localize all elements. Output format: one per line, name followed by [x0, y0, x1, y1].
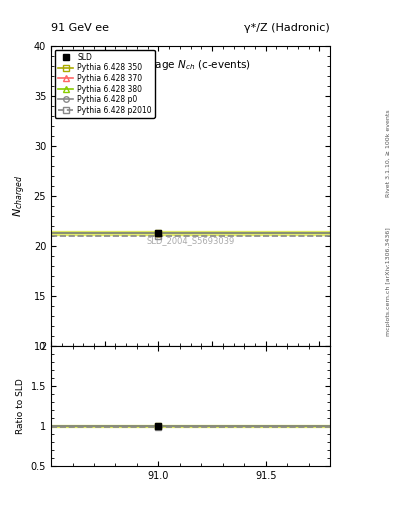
- Text: 91 GeV ee: 91 GeV ee: [51, 23, 109, 33]
- Y-axis label: Ratio to SLD: Ratio to SLD: [16, 378, 25, 434]
- Text: Rivet 3.1.10, ≥ 100k events: Rivet 3.1.10, ≥ 100k events: [386, 110, 391, 198]
- Text: SLD_2004_S5693039: SLD_2004_S5693039: [147, 237, 235, 246]
- Text: mcplots.cern.ch [arXiv:1306.3436]: mcplots.cern.ch [arXiv:1306.3436]: [386, 227, 391, 336]
- Legend: SLD, Pythia 6.428 350, Pythia 6.428 370, Pythia 6.428 380, Pythia 6.428 p0, Pyth: SLD, Pythia 6.428 350, Pythia 6.428 370,…: [55, 50, 155, 118]
- Text: γ*/Z (Hadronic): γ*/Z (Hadronic): [244, 23, 330, 33]
- Text: Average $N_{ch}$ (c-events): Average $N_{ch}$ (c-events): [130, 58, 251, 72]
- Y-axis label: $N_{charged}$: $N_{charged}$: [12, 175, 28, 217]
